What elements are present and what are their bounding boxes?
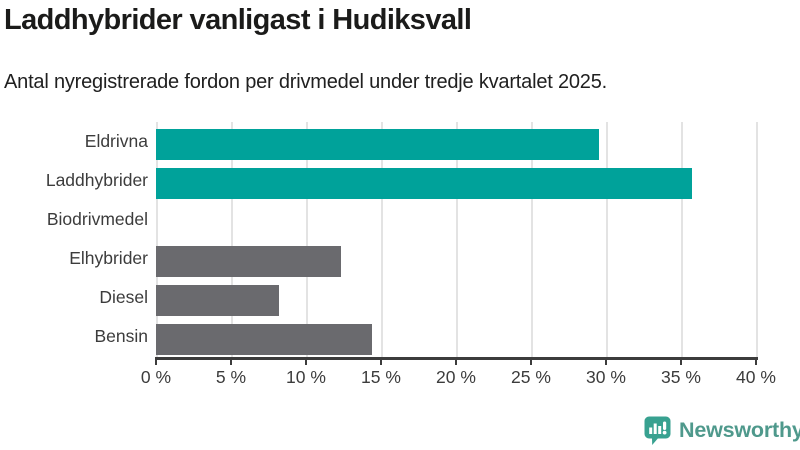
chart-title: Laddhybrider vanligast i Hudiksvall — [4, 4, 472, 36]
newsworthy-logo-icon — [644, 416, 671, 445]
gridline — [531, 122, 533, 357]
gridline — [681, 122, 683, 357]
x-axis-tick-label: 0 % — [140, 367, 172, 387]
category-label: Diesel — [99, 287, 148, 307]
x-axis-tick — [380, 359, 382, 365]
bar-laddhybrider — [156, 168, 692, 199]
gridline — [156, 122, 158, 357]
x-axis-line — [155, 357, 758, 360]
category-label: Elhybrider — [69, 248, 148, 268]
logo-bar-medium — [658, 425, 662, 434]
bar-elhybrider — [156, 246, 341, 277]
gridline — [456, 122, 458, 357]
x-axis-tick — [155, 359, 157, 365]
chart-subtitle: Antal nyregistrerade fordon per drivmede… — [4, 71, 608, 93]
x-axis-tick-label: 40 % — [736, 367, 776, 387]
x-axis-tick — [305, 359, 307, 365]
gridline — [381, 122, 383, 357]
y-axis-labels: Eldrivna Laddhybrider Biodrivmedel Elhybrid… — [0, 122, 148, 356]
speech-bubble-shape — [644, 416, 671, 445]
x-axis-tick-label: 30 % — [586, 367, 626, 387]
bar-eldrivna — [156, 129, 599, 160]
gridline — [231, 122, 233, 357]
bar-bensin — [156, 324, 372, 355]
x-axis-tick-label: 10 % — [286, 367, 326, 387]
x-axis-tick — [605, 359, 607, 365]
logo-bar-small — [649, 427, 653, 434]
gridline — [756, 122, 758, 357]
logo-exclamation-dot — [662, 430, 667, 434]
x-axis-tick-label: 25 % — [511, 367, 551, 387]
bar-diesel — [156, 285, 279, 316]
category-label: Biodrivmedel — [46, 209, 148, 229]
category-label: Bensin — [94, 326, 148, 346]
x-axis-tick-label: 20 % — [436, 367, 476, 387]
newsworthy-logo-text: Newsworthy — [679, 418, 800, 442]
x-axis-tick — [530, 359, 532, 365]
category-label: Laddhybrider — [45, 170, 148, 190]
x-axis-tick — [680, 359, 682, 365]
x-axis-tick-label: 15 % — [361, 367, 401, 387]
category-label: Eldrivna — [84, 131, 148, 151]
x-axis-tick — [455, 359, 457, 365]
logo-bar-tall — [653, 423, 657, 434]
newsworthy-logo: Newsworthy — [644, 414, 800, 447]
gridline — [606, 122, 608, 357]
x-axis-tick-label: 35 % — [661, 367, 701, 387]
plot-area — [156, 122, 758, 357]
x-axis-tick-label: 5 % — [215, 367, 247, 387]
x-axis-tick — [230, 359, 232, 365]
logo-exclamation-stem — [663, 421, 667, 430]
gridline — [306, 122, 308, 357]
x-axis-tick — [755, 359, 757, 365]
